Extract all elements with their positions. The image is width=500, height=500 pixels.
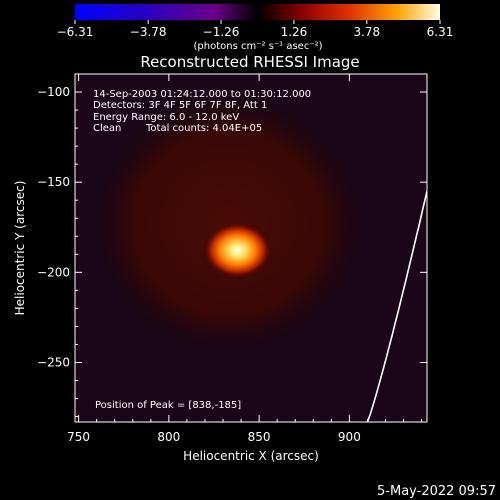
plot-frame bbox=[74, 73, 428, 423]
y-axis-ticks: −100 −150 −200 −250 bbox=[37, 85, 427, 418]
colorbar-unit-label: (photons cm⁻² s⁻¹ asec⁻²) bbox=[193, 41, 322, 52]
annotation-detectors: Detectors: 3F 4F 5F 6F 7F 8F, Att 1 bbox=[93, 100, 267, 111]
y-tick-label: −200 bbox=[37, 265, 70, 279]
colorbar-tick-label: 3.78 bbox=[353, 25, 380, 39]
colorbar-tick-label: 1.26 bbox=[281, 25, 308, 39]
annotation-peak-position: Position of Peak = [838,-185] bbox=[95, 400, 241, 411]
annotation-method: Clean bbox=[93, 123, 121, 134]
y-tick-label: −250 bbox=[37, 355, 70, 369]
annotation-time-range: 14-Sep-2003 01:24:12.000 to 01:30:12.000 bbox=[93, 89, 311, 100]
image-layer bbox=[93, 93, 427, 422]
y-tick-label: −150 bbox=[37, 175, 70, 189]
solar-limb bbox=[366, 191, 427, 422]
y-tick-label: −100 bbox=[37, 85, 70, 99]
colorbar-tick-label: −6.31 bbox=[57, 25, 94, 39]
emission-halo bbox=[93, 93, 364, 354]
colorbar-tick-label: −3.78 bbox=[130, 25, 167, 39]
y-axis-label: Heliocentric Y (arcsec) bbox=[13, 181, 27, 316]
x-tick-label: 750 bbox=[67, 430, 90, 444]
colorbar-ticks: −6.31 −3.78 −1.26 1.26 3.78 6.31 bbox=[57, 20, 454, 39]
x-axis-ticks: 750 800 850 900 bbox=[67, 74, 423, 444]
colorbar-tick-label: −1.26 bbox=[203, 25, 240, 39]
x-tick-label: 850 bbox=[248, 430, 271, 444]
colorbar bbox=[75, 4, 440, 20]
emission-peak bbox=[204, 223, 271, 278]
annotation-total-counts: Total counts: 4.04E+05 bbox=[145, 123, 262, 134]
footer-timestamp: 5-May-2022 09:57 bbox=[377, 484, 496, 499]
x-axis-label: Heliocentric X (arcsec) bbox=[183, 449, 319, 463]
x-tick-label: 900 bbox=[338, 430, 361, 444]
x-tick-label: 800 bbox=[157, 430, 180, 444]
colorbar-tick-label: 6.31 bbox=[427, 25, 454, 39]
annotation-energy-range: Energy Range: 6.0 - 12.0 keV bbox=[93, 112, 239, 123]
chart-title: Reconstructed RHESSI Image bbox=[140, 53, 359, 71]
